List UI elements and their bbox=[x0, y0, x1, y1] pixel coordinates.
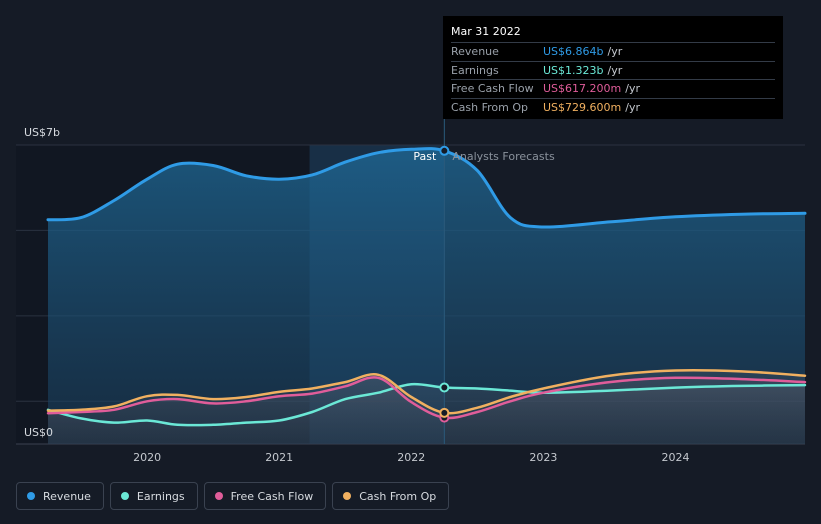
tooltip: Mar 31 2022 Revenue US$6.864b /yr Earnin… bbox=[443, 16, 783, 119]
legend-item-free-cash-flow[interactable]: Free Cash Flow bbox=[203, 482, 327, 510]
legend-dot-icon bbox=[27, 492, 35, 500]
legend-item-revenue[interactable]: Revenue bbox=[16, 482, 104, 510]
legend-dot-icon bbox=[214, 492, 223, 500]
x-tick-label: 2021 bbox=[265, 451, 293, 464]
tooltip-date: Mar 31 2022 bbox=[451, 25, 521, 38]
tooltip-row-revenue: Revenue US$6.864b /yr bbox=[451, 42, 775, 61]
legend-label: Cash From Op bbox=[359, 489, 437, 503]
tooltip-row-earnings: Earnings US$1.323b /yr bbox=[451, 60, 775, 80]
legend-label: Earnings bbox=[136, 489, 185, 503]
legend-label: Free Cash Flow bbox=[230, 489, 314, 503]
tooltip-value: US$6.864b bbox=[543, 45, 604, 59]
tooltip-unit: /yr bbox=[607, 63, 623, 77]
tooltip-value: US$617.200m bbox=[543, 82, 622, 96]
line-free-cash-flow bbox=[46, 376, 807, 420]
tooltip-value: US$729.600m bbox=[543, 100, 622, 114]
tooltip-label: Earnings bbox=[451, 63, 499, 77]
tooltip-label: Free Cash Flow bbox=[451, 82, 534, 96]
x-tick-label: 2023 bbox=[529, 451, 557, 464]
tooltip-label: Revenue bbox=[451, 45, 499, 59]
legend-dot-icon bbox=[343, 492, 352, 500]
line-earnings bbox=[46, 382, 807, 427]
legend: Revenue Earnings Free Cash Flow Cash Fro… bbox=[16, 482, 450, 510]
tooltip-row-cash-from-op: Cash From Op US$729.600m /yr bbox=[451, 97, 775, 117]
past-label: Past bbox=[413, 150, 437, 163]
legend-dot-icon bbox=[120, 492, 129, 500]
tooltip-unit: /yr bbox=[625, 82, 640, 96]
tooltip-row-free-cash-flow: Free Cash Flow US$617.200m /yr bbox=[451, 79, 775, 98]
legend-item-cash-from-op[interactable]: Cash From Op bbox=[332, 482, 450, 510]
line-revenue bbox=[46, 147, 807, 229]
tooltip-unit: /yr bbox=[607, 45, 623, 59]
marker-earnings bbox=[439, 382, 450, 393]
x-tick-label: 2020 bbox=[133, 451, 161, 464]
forecast-label: Analysts Forecasts bbox=[452, 150, 555, 163]
legend-item-earnings[interactable]: Earnings bbox=[109, 482, 198, 510]
tooltip-label: Cash From Op bbox=[451, 100, 529, 114]
x-tick-label: 2024 bbox=[662, 451, 690, 464]
marker-cash-from-op bbox=[439, 407, 450, 418]
legend-label: Revenue bbox=[43, 489, 91, 503]
y-axis-bottom-label: US$0 bbox=[24, 426, 53, 439]
y-axis-top-label: US$7b bbox=[24, 126, 60, 139]
line-cash-from-op bbox=[46, 368, 807, 415]
marker-revenue bbox=[439, 145, 450, 156]
x-tick-label: 2022 bbox=[397, 451, 425, 464]
tooltip-value: US$1.323b bbox=[543, 63, 604, 77]
tooltip-unit: /yr bbox=[625, 100, 640, 114]
